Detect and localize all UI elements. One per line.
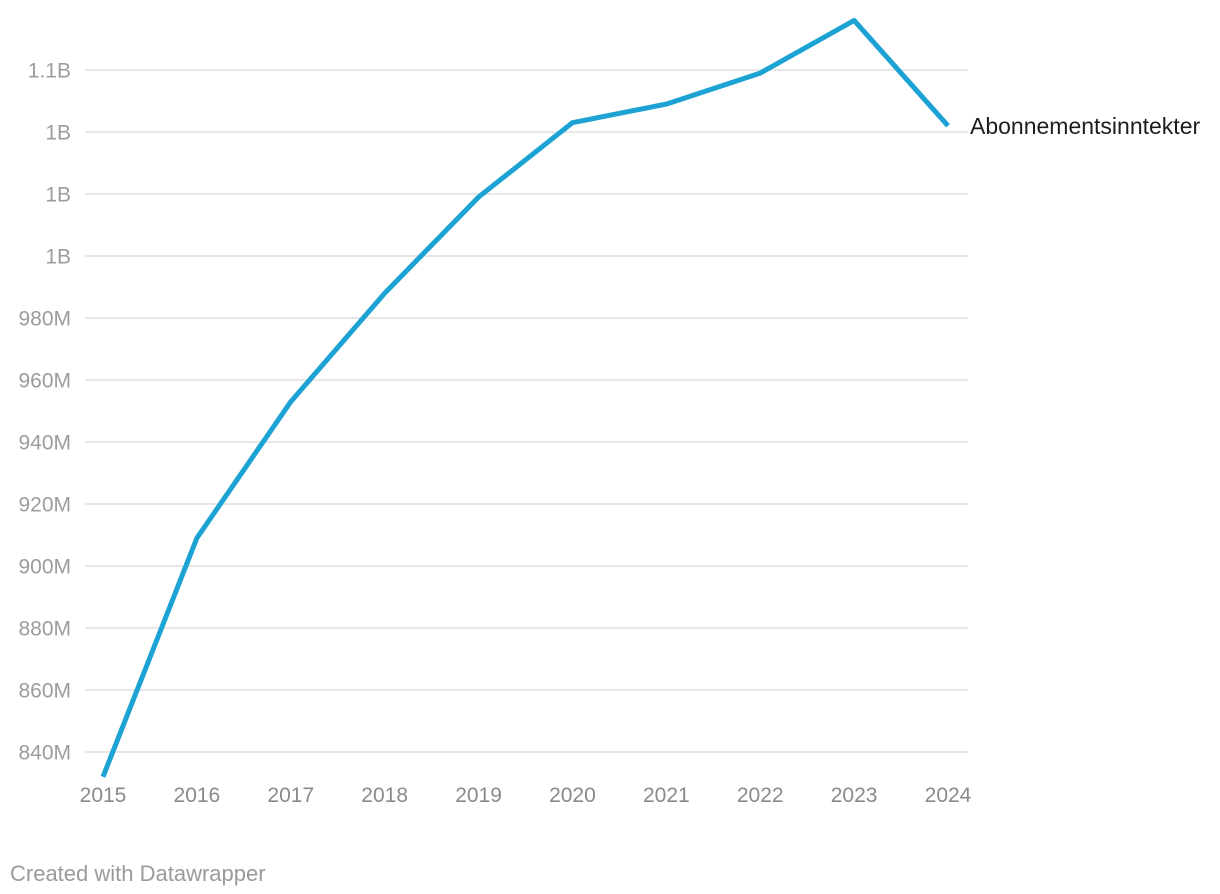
y-tick-label: 1B	[45, 246, 71, 269]
y-tick-label: 980M	[18, 308, 71, 331]
y-tick-label: 840M	[18, 742, 71, 765]
y-tick-label: 1.1B	[28, 60, 71, 83]
x-tick-label: 2020	[549, 784, 596, 807]
x-tick-label: 2016	[174, 784, 221, 807]
y-tick-label: 920M	[18, 494, 71, 517]
y-tick-label: 880M	[18, 618, 71, 641]
y-tick-label: 900M	[18, 556, 71, 579]
x-tick-label: 2017	[267, 784, 314, 807]
x-tick-label: 2022	[737, 784, 784, 807]
x-tick-label: 2023	[831, 784, 878, 807]
x-tick-label: 2015	[80, 784, 127, 807]
plot-area: 840M 860M 880M 900M 920M 940M 960M 980M 1B 1B 1B 1.…	[18, 17, 972, 807]
datawrapper-credit: Created with Datawrapper	[10, 861, 266, 886]
x-tick-label: 2019	[455, 784, 502, 807]
x-tick-label: 2018	[361, 784, 408, 807]
y-tick-label: 940M	[18, 432, 71, 455]
y-tick-label: 860M	[18, 680, 71, 703]
series-label: Abonnementsinntekter	[970, 113, 1201, 139]
revenue-line	[100, 17, 950, 778]
y-tick-label: 960M	[18, 370, 71, 393]
x-tick-label: 2021	[643, 784, 690, 807]
y-tick-label: 1B	[45, 122, 71, 145]
x-tick-label: 2024	[925, 784, 972, 807]
y-tick-label: 1B	[45, 184, 71, 207]
